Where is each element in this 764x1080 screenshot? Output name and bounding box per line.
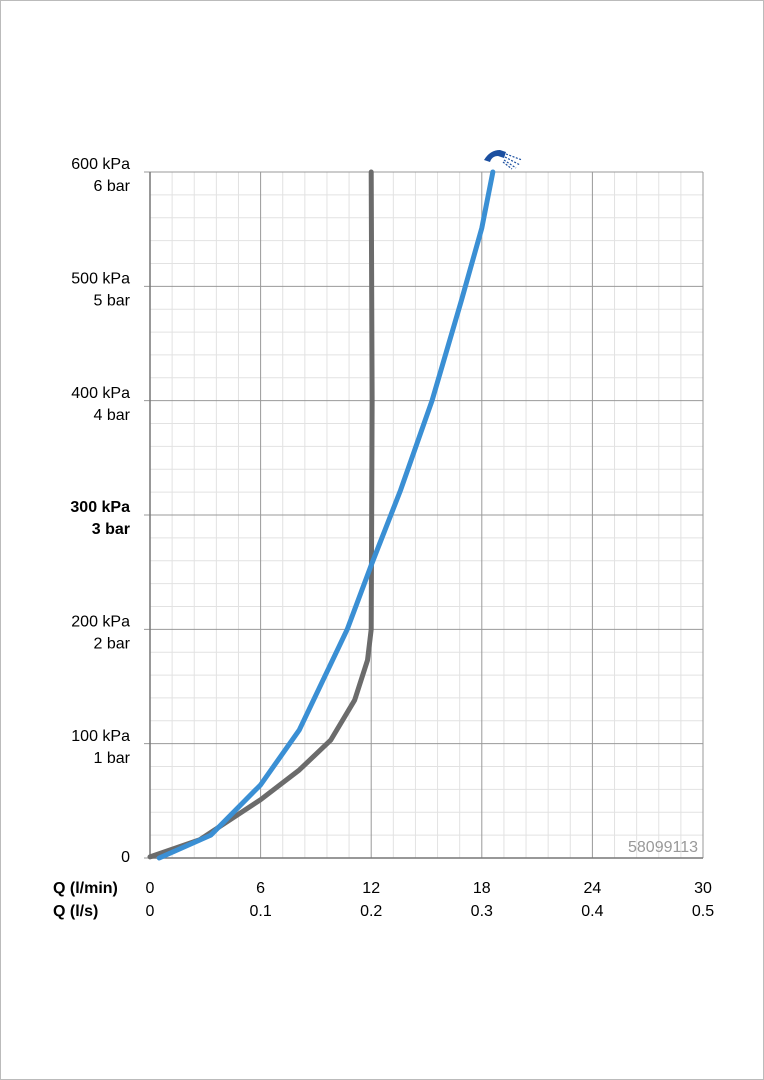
- x-tick-label: 12: [362, 880, 380, 897]
- series: [147, 169, 496, 861]
- x2-tick-label: 0: [146, 903, 155, 920]
- x-tick-label: 0: [146, 880, 155, 897]
- x2-tick-label: 0.4: [581, 903, 603, 920]
- y-tick-bar-label: 3 bar: [92, 521, 130, 538]
- y-tick-label: 100 kPa: [71, 728, 130, 745]
- y-tick-label: 600 kPa: [71, 156, 130, 173]
- x-tick-label: 30: [694, 880, 712, 897]
- x-axis-label: Q (l/min): [53, 880, 118, 897]
- x2-tick-label: 0.5: [692, 903, 714, 920]
- x2-axis-label: Q (l/s): [53, 903, 98, 920]
- x2-tick-label: 0.1: [249, 903, 271, 920]
- y-tick-bar-label: 6 bar: [94, 178, 131, 195]
- x2-tick-label: 0.2: [360, 903, 382, 920]
- y-tick-bar-label: 2 bar: [94, 636, 131, 653]
- y-tick-label: 200 kPa: [71, 614, 130, 631]
- shower-icon: [484, 150, 523, 170]
- x-tick-label: 6: [256, 880, 265, 897]
- annotation: 58099113: [628, 839, 698, 856]
- y-tick-label: 300 kPa: [70, 499, 130, 516]
- y-tick-bar-label: 4 bar: [94, 407, 131, 424]
- y-tick-bar-label: 5 bar: [94, 293, 131, 310]
- x-tick-label: 24: [584, 880, 602, 897]
- x-tick-label: 18: [473, 880, 491, 897]
- series-line: [147, 169, 375, 860]
- y-tick-label: 400 kPa: [71, 385, 130, 402]
- y-tick-bar-label: 1 bar: [94, 750, 131, 767]
- series-line: [156, 169, 496, 861]
- x2-tick-label: 0.3: [471, 903, 493, 920]
- y-tick-label: 500 kPa: [71, 271, 130, 288]
- y-tick-label: 0: [121, 849, 130, 866]
